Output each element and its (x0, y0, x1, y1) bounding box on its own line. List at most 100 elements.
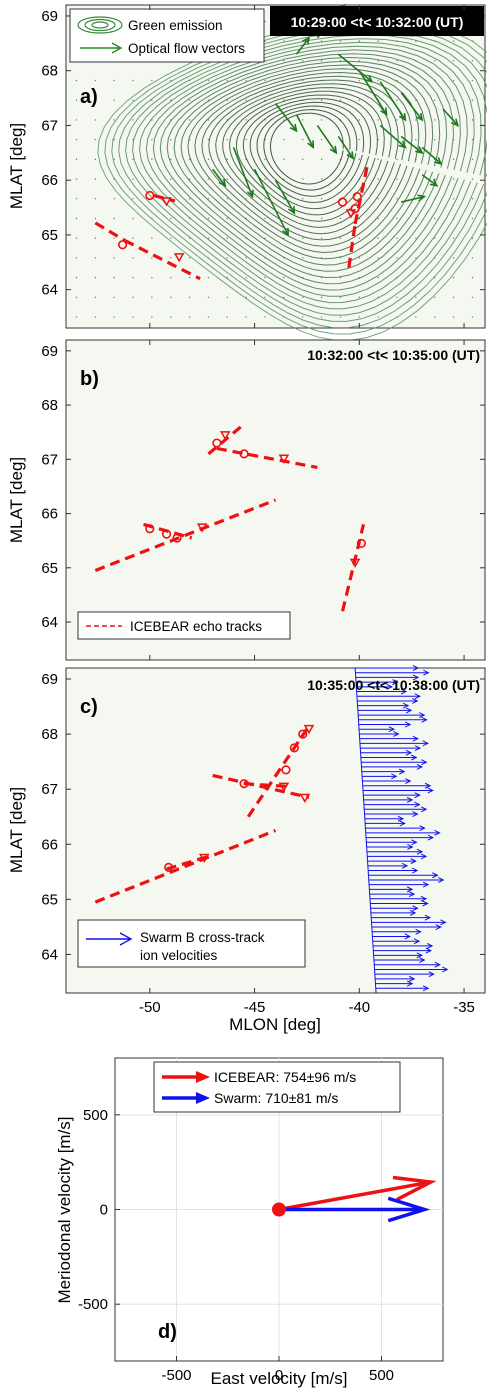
emission-contour (173, 60, 441, 272)
legend-swarm-line1: Swarm B cross-track (140, 930, 265, 945)
ion-velocity-head (414, 801, 421, 808)
panel-b-legend: ICEBEAR echo tracks (77, 611, 291, 640)
flow-vector (316, 124, 337, 154)
ion-velocity-head (401, 862, 409, 869)
flow-dot (113, 119, 115, 121)
flow-dot (358, 237, 360, 239)
ion-velocity-head (405, 749, 413, 756)
ytick-label: 64 (41, 614, 58, 631)
flow-dot (396, 119, 398, 121)
flow-dot (151, 276, 153, 279)
flow-vector-head (282, 227, 289, 237)
ytick-label: 68 (41, 63, 58, 80)
flow-vector-head (288, 205, 296, 215)
flow-dot (283, 296, 285, 299)
ion-velocity-head (416, 952, 423, 959)
echo-circle-marker (117, 240, 128, 250)
flow-dot (377, 178, 379, 180)
panel-d-ticks: -500 0 500 -500 0 500 (78, 1107, 394, 1384)
flow-vector (442, 108, 459, 126)
flow-dot (226, 158, 229, 161)
flow-dot (113, 198, 115, 200)
echo-circle-marker (212, 438, 222, 448)
echo-track-segment (94, 829, 277, 904)
ion-velocity-head (412, 665, 420, 671)
echo-track-segment (216, 446, 318, 470)
flow-dot (132, 158, 134, 161)
flow-dot (302, 178, 304, 180)
flow-dot (415, 237, 417, 239)
ion-velocity-head (400, 688, 408, 695)
echo-circle-marker (145, 524, 155, 534)
flow-dot (94, 217, 97, 220)
flow-vector (379, 81, 407, 121)
ytick-label: 65 (41, 891, 58, 908)
emission-contour (215, 83, 399, 235)
echo-track-segment (207, 422, 246, 456)
ion-velocity-head (391, 773, 398, 780)
flow-dot (302, 316, 304, 318)
emission-contour (125, 34, 487, 316)
flow-dot (434, 296, 436, 299)
flow-dot (188, 296, 191, 299)
flow-vector (337, 53, 373, 83)
flow-dot (226, 138, 229, 141)
flow-vector (212, 168, 226, 187)
ion-velocity-head (393, 730, 400, 737)
ion-velocity-head (424, 782, 432, 789)
flow-dot (339, 99, 342, 101)
flow-dot (452, 198, 455, 200)
icebear-vector-head (392, 1175, 437, 1202)
flow-vector (421, 174, 438, 187)
flow-dot (113, 79, 115, 82)
emission-contour (222, 87, 392, 228)
ion-velocity-head (426, 942, 434, 949)
flow-dot (283, 40, 285, 42)
echo-circle-marker (352, 192, 362, 202)
flow-dot (471, 60, 474, 62)
echo-triangle-marker (349, 558, 361, 568)
flow-dot (283, 276, 285, 279)
ion-velocity-head (412, 905, 419, 912)
echo-track-segment (212, 773, 310, 800)
ion-velocity-head (412, 674, 420, 681)
flow-dot (132, 316, 134, 318)
flow-dot (452, 316, 455, 318)
ion-velocity-head (406, 980, 414, 987)
flow-dot (151, 79, 153, 82)
flow-dot (132, 119, 134, 121)
flow-dot (132, 178, 134, 180)
flow-dot (471, 257, 474, 259)
emission-contour (263, 109, 351, 191)
flow-dot (75, 198, 78, 200)
flow-dot (358, 316, 360, 318)
ion-velocity-head (422, 900, 429, 907)
panel-c-ylabel: MLAT [deg] (7, 787, 26, 873)
ion-velocity-head (412, 735, 419, 742)
flow-dot (471, 296, 474, 299)
echo-circle-marker (145, 190, 155, 201)
ion-velocity-head (438, 877, 445, 883)
flow-dot (358, 257, 360, 259)
flow-dot (339, 296, 342, 299)
flow-vector (253, 168, 289, 236)
flow-dot (320, 158, 323, 161)
flow-dot (396, 198, 398, 200)
flow-dot (226, 257, 229, 259)
flow-dot (396, 99, 398, 101)
emission-contour (242, 98, 372, 210)
flow-dot (264, 316, 266, 318)
flow-dot (132, 296, 134, 299)
ion-velocity-head (424, 914, 432, 921)
ion-velocity-head (419, 825, 426, 832)
flow-dot (377, 119, 379, 121)
flow-dot (94, 138, 97, 141)
echo-triangle-marker (303, 724, 315, 735)
ion-velocity-head (406, 796, 414, 803)
flow-dot (113, 217, 115, 220)
echo-circle-marker (356, 538, 366, 548)
flow-dot (302, 60, 304, 62)
flow-dot (434, 138, 436, 141)
flow-dot (207, 119, 210, 121)
panel-d: -500 0 500 -500 0 500 Meriodonal velocity [m/… (55, 1057, 444, 1388)
